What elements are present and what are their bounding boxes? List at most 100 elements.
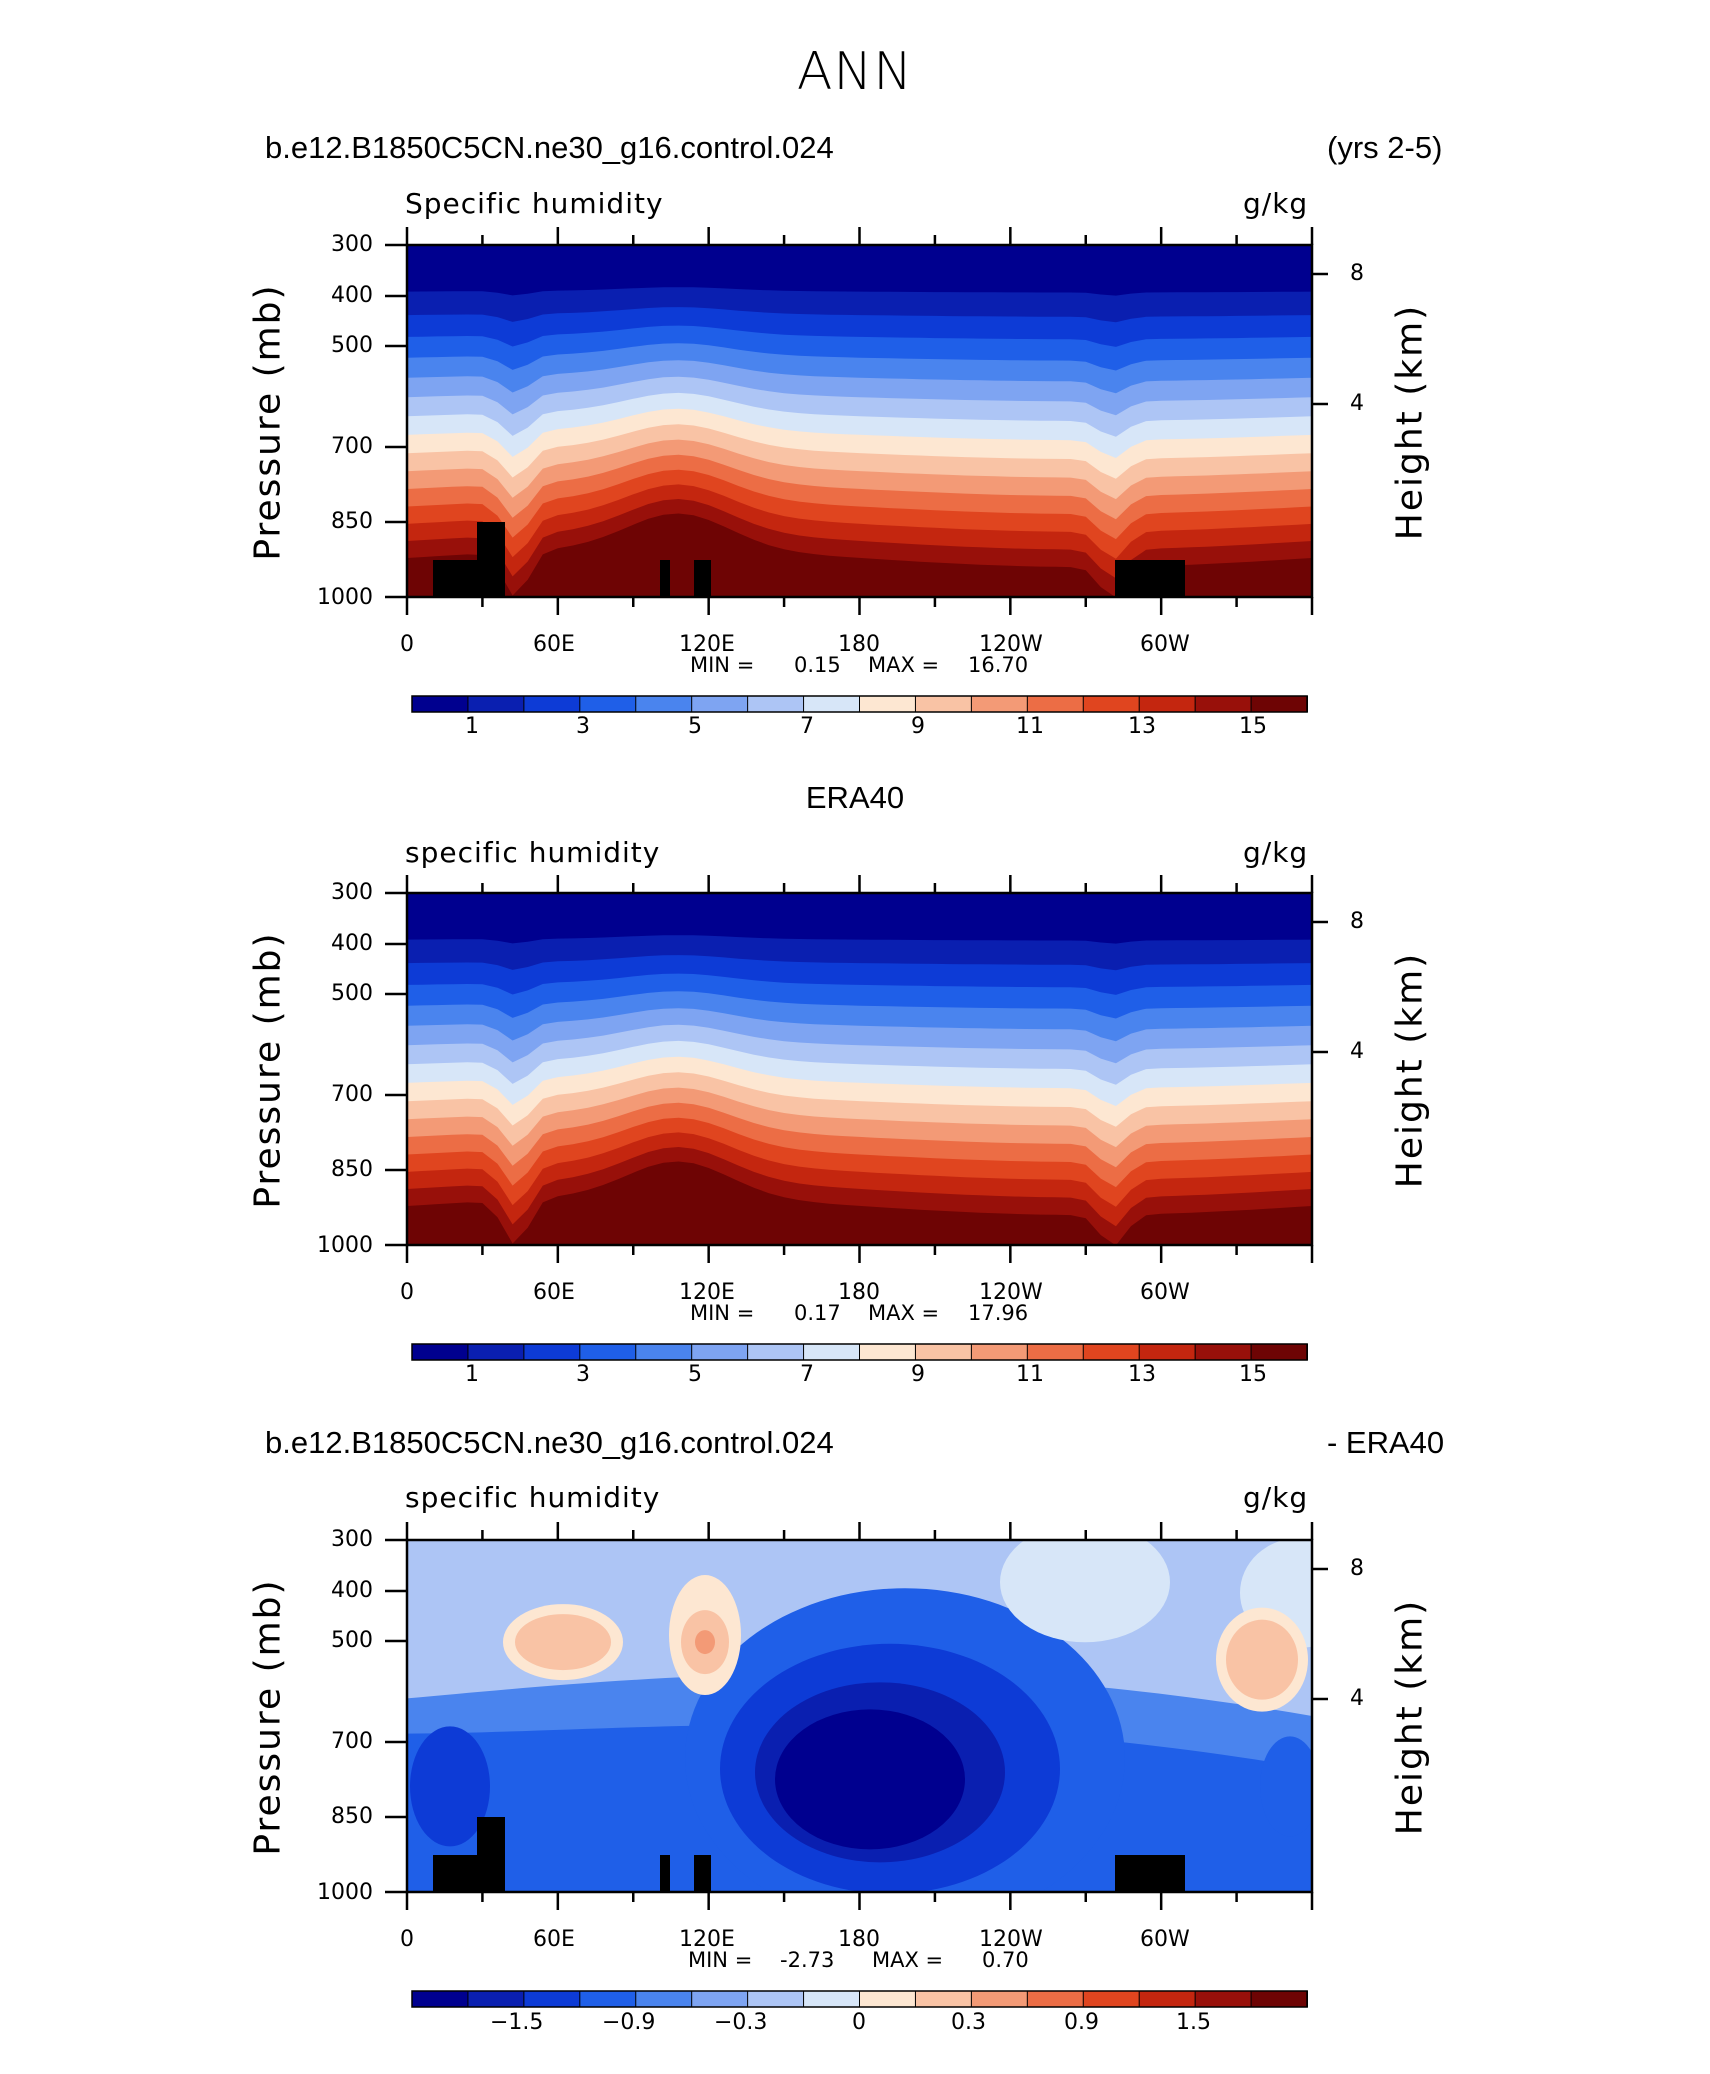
panel3-xtick-120w: 120W <box>979 1927 1043 1952</box>
colorbar-swatch-5 <box>635 695 693 713</box>
panel3-xtick-60e: 60E <box>533 1927 575 1952</box>
colorbar-swatch-4 <box>579 1990 637 2008</box>
panel1-case-title: b.e12.B1850C5CN.ne30_g16.control.024 <box>265 130 834 165</box>
panel3-colorbar-label-0.9: 0.9 <box>1064 2010 1099 2035</box>
topography-mask-5 <box>1115 1855 1185 1892</box>
panel-3 <box>385 1522 1328 2008</box>
panel3-ytick-500: 500 <box>331 1628 373 1653</box>
colorbar-swatch-12 <box>1026 695 1085 713</box>
colorbar-swatch-11 <box>970 1990 1029 2008</box>
colorbar-swatch-2 <box>467 1343 525 1361</box>
topography-mask-4 <box>694 560 711 597</box>
panel2-xtick-120e: 120E <box>679 1280 735 1305</box>
colorbar-swatch-2 <box>467 1990 525 2008</box>
panel1-ytick-500: 500 <box>331 333 373 358</box>
panel2-ytick-850: 850 <box>331 1157 373 1182</box>
panel1-variable-label: Specific humidity <box>405 187 664 220</box>
colorbar-swatch-10 <box>914 1343 973 1361</box>
panel3-xtick-60w: 60W <box>1140 1927 1190 1952</box>
topography-mask-2 <box>477 1817 505 1892</box>
colorbar-swatch-15 <box>1194 1990 1253 2008</box>
colorbar-frame <box>411 1990 1308 2008</box>
panel1-colorbar-label-1: 1 <box>465 714 479 739</box>
panel3-units-label: g/kg <box>1243 1481 1309 1514</box>
topography-mask-3 <box>660 560 670 597</box>
colorbar-swatch-6 <box>691 695 749 713</box>
panel3-max-value: 0.70 <box>982 1948 1029 1972</box>
colorbar-swatch-11 <box>970 695 1029 713</box>
panel1-xtick-60e: 60E <box>533 632 575 657</box>
colorbar-swatch-8 <box>803 1990 861 2008</box>
panel2-xtick-120w: 120W <box>979 1280 1043 1305</box>
panel1-colorbar-label-5: 5 <box>688 714 702 739</box>
topography-mask-4 <box>694 1855 711 1892</box>
colorbar-swatch-16 <box>1250 1990 1308 2008</box>
panel1-max-label: MAX = <box>868 653 940 677</box>
colorbar-swatch-9 <box>859 1990 917 2008</box>
colorbar-swatch-1 <box>411 695 469 713</box>
topography-mask-3 <box>660 1855 670 1892</box>
panel2-case-title: ERA40 <box>805 780 905 815</box>
panel1-colorbar-label-3: 3 <box>576 714 590 739</box>
panel3-xtick-0: 0 <box>400 1927 414 1952</box>
panel3-colorbar-label-m0.3: −0.3 <box>714 2010 768 2035</box>
panel3-colorbar-label-m1.5: −1.5 <box>490 2010 544 2035</box>
panel2-colorbar-label-15: 15 <box>1239 1362 1267 1387</box>
contour-level-15 <box>407 513 1312 597</box>
panel2-xtick-60e: 60E <box>533 1280 575 1305</box>
panel2-ytick-300: 300 <box>331 880 373 905</box>
panel1-xtick-60w: 60W <box>1140 632 1190 657</box>
colorbar-swatch-6 <box>691 1343 749 1361</box>
panel-2 <box>385 875 1328 1361</box>
panel1-ytick-700: 700 <box>331 434 373 459</box>
panel2-units-label: g/kg <box>1243 836 1309 869</box>
colorbar-swatch-10 <box>914 1990 973 2008</box>
panel1-ytick-850: 850 <box>331 509 373 534</box>
colorbar-swatch-7 <box>747 695 805 713</box>
colorbar-swatch-11 <box>970 1343 1029 1361</box>
panel3-colorbar-label-m0.9: −0.9 <box>602 2010 656 2035</box>
panel1-ytick-1000: 1000 <box>317 585 373 610</box>
colorbar-swatch-5 <box>635 1990 693 2008</box>
colorbar-swatch-1 <box>411 1990 469 2008</box>
main-title: ANN <box>796 42 914 102</box>
panel1-xtick-120e: 120E <box>679 632 735 657</box>
panel3-ytick-right-8: 8 <box>1350 1556 1364 1581</box>
panel2-colorbar-label-1: 1 <box>465 1362 479 1387</box>
panel2-xtick-180: 180 <box>838 1280 880 1305</box>
panel2-xtick-60w: 60W <box>1140 1280 1190 1305</box>
colorbar-swatch-9 <box>859 695 917 713</box>
topography-mask-1 <box>433 1855 481 1892</box>
panel3-ytick-right-4: 4 <box>1350 1686 1364 1711</box>
colorbar-swatch-16 <box>1250 695 1308 713</box>
panel1-max-value: 16.70 <box>968 653 1029 677</box>
panel2-variable-label: specific humidity <box>405 836 661 869</box>
colorbar-swatch-12 <box>1026 1990 1085 2008</box>
panel2-colorbar-label-7: 7 <box>800 1362 814 1387</box>
panel1-xtick-0: 0 <box>400 632 414 657</box>
colorbar-swatch-9 <box>859 1343 917 1361</box>
colorbar-swatch-1 <box>411 1343 469 1361</box>
colorbar-swatch-8 <box>803 695 861 713</box>
panel3-ytick-850: 850 <box>331 1804 373 1829</box>
panel1-colorbar-label-11: 11 <box>1016 714 1044 739</box>
panel2-max-label: MAX = <box>868 1301 940 1325</box>
colorbar-swatch-8 <box>803 1343 861 1361</box>
colorbar-swatch-7 <box>747 1990 805 2008</box>
colorbar-swatch-15 <box>1194 1343 1253 1361</box>
panel3-case-title: b.e12.B1850C5CN.ne30_g16.control.024 <box>265 1425 834 1460</box>
panel2-colorbar-label-3: 3 <box>576 1362 590 1387</box>
panel3-xtick-180: 180 <box>838 1927 880 1952</box>
colorbar-swatch-14 <box>1138 1343 1197 1361</box>
panel2-xtick-0: 0 <box>400 1280 414 1305</box>
colorbar-swatch-5 <box>635 1343 693 1361</box>
panel2-colorbar-label-9: 9 <box>911 1362 925 1387</box>
colorbar-swatch-14 <box>1138 695 1197 713</box>
panel3-ytick-400: 400 <box>331 1578 373 1603</box>
panel1-ytick-right-4: 4 <box>1350 391 1364 416</box>
panel1-ytick-right-8: 8 <box>1350 261 1364 286</box>
topography-mask-2 <box>477 522 505 597</box>
colorbar-swatch-2 <box>467 695 525 713</box>
topography-mask-5 <box>1115 560 1185 597</box>
panel2-ytick-700: 700 <box>331 1082 373 1107</box>
